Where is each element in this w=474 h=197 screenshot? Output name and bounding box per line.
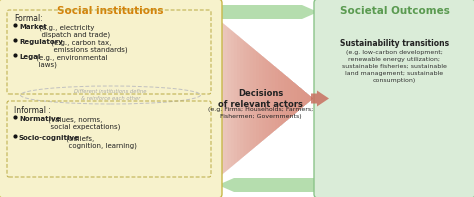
Polygon shape	[272, 64, 313, 133]
Polygon shape	[231, 30, 313, 167]
Polygon shape	[303, 91, 313, 106]
Polygon shape	[240, 38, 313, 159]
Polygon shape	[237, 35, 313, 162]
Polygon shape	[310, 96, 313, 101]
Text: (e.g., environmental
  laws): (e.g., environmental laws)	[34, 54, 108, 68]
Polygon shape	[297, 85, 313, 112]
Polygon shape	[246, 43, 313, 154]
Text: (e.g. Firms; Households; Farmers;
Fishermen; Governments): (e.g. Firms; Households; Farmers; Fisher…	[208, 107, 313, 119]
Polygon shape	[250, 46, 313, 151]
Polygon shape	[256, 51, 313, 146]
Text: Social institutions: Social institutions	[57, 6, 164, 16]
Polygon shape	[282, 72, 313, 125]
Text: Informal :: Informal :	[14, 106, 51, 115]
Text: Formal:: Formal:	[14, 14, 43, 23]
Polygon shape	[269, 61, 313, 136]
Polygon shape	[224, 24, 313, 173]
FancyArrow shape	[218, 5, 318, 19]
Text: (beliefs,
  cognition, learning): (beliefs, cognition, learning)	[64, 135, 137, 149]
Polygon shape	[218, 19, 313, 178]
Text: Normative: Normative	[19, 116, 61, 122]
Text: Market: Market	[19, 24, 47, 30]
Polygon shape	[294, 83, 313, 114]
Polygon shape	[259, 53, 313, 144]
FancyArrow shape	[311, 90, 329, 107]
Polygon shape	[278, 69, 313, 128]
Polygon shape	[262, 56, 313, 141]
Text: (e.g. low-carbon development;
renewable energy utilization;
sustainable fisherie: (e.g. low-carbon development; renewable …	[342, 50, 447, 83]
Polygon shape	[228, 27, 313, 170]
Text: Legal: Legal	[19, 54, 40, 60]
Polygon shape	[243, 40, 313, 157]
Text: (e.g., electricity
  dispatch and trade): (e.g., electricity dispatch and trade)	[37, 24, 110, 38]
FancyBboxPatch shape	[314, 0, 474, 197]
Text: Socio-cognitive: Socio-cognitive	[19, 135, 80, 141]
FancyBboxPatch shape	[0, 0, 222, 197]
Text: Societal Outcomes: Societal Outcomes	[339, 6, 449, 16]
FancyArrow shape	[218, 178, 318, 192]
Polygon shape	[253, 48, 313, 149]
Polygon shape	[291, 80, 313, 117]
Polygon shape	[218, 19, 313, 178]
Polygon shape	[234, 32, 313, 165]
Polygon shape	[301, 88, 313, 109]
Polygon shape	[275, 67, 313, 130]
Text: Different institutions define
& reinforce each other: Different institutions define & reinforc…	[74, 89, 147, 101]
Polygon shape	[284, 75, 313, 122]
Text: (values, norms,
  social expectations): (values, norms, social expectations)	[46, 116, 120, 130]
Text: Sustainability transitions: Sustainability transitions	[340, 39, 449, 48]
Polygon shape	[307, 93, 313, 104]
Text: Decisions
of relevant actors: Decisions of relevant actors	[218, 89, 303, 109]
Polygon shape	[288, 77, 313, 120]
Polygon shape	[221, 22, 313, 175]
Polygon shape	[265, 59, 313, 138]
Text: (e.g., carbon tax,
  emissions standards): (e.g., carbon tax, emissions standards)	[49, 39, 128, 53]
Text: Regulatory: Regulatory	[19, 39, 63, 45]
